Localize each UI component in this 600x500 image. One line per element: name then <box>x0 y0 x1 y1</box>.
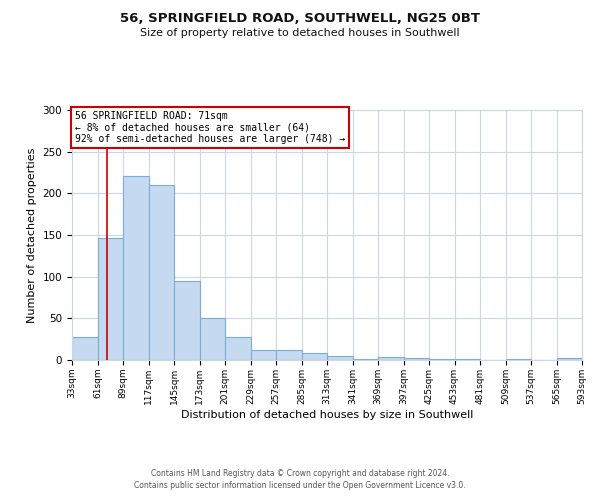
Bar <box>404 358 429 360</box>
Text: 56, SPRINGFIELD ROAD, SOUTHWELL, NG25 0BT: 56, SPRINGFIELD ROAD, SOUTHWELL, NG25 0B… <box>120 12 480 26</box>
Text: Size of property relative to detached houses in Southwell: Size of property relative to detached ho… <box>140 28 460 38</box>
Bar <box>378 356 404 360</box>
Text: Contains HM Land Registry data © Crown copyright and database right 2024.: Contains HM Land Registry data © Crown c… <box>151 468 449 477</box>
X-axis label: Distribution of detached houses by size in Southwell: Distribution of detached houses by size … <box>181 410 473 420</box>
Bar <box>251 350 276 360</box>
Bar <box>123 176 149 360</box>
Text: Contains public sector information licensed under the Open Government Licence v3: Contains public sector information licen… <box>134 481 466 490</box>
Bar <box>429 359 455 360</box>
Bar <box>302 354 327 360</box>
Bar <box>353 359 378 360</box>
Bar <box>455 359 480 360</box>
Text: 56 SPRINGFIELD ROAD: 71sqm
← 8% of detached houses are smaller (64)
92% of semi-: 56 SPRINGFIELD ROAD: 71sqm ← 8% of detac… <box>74 112 345 144</box>
Bar <box>505 359 531 360</box>
Bar <box>276 350 302 360</box>
Bar <box>149 185 174 360</box>
Bar <box>327 356 353 360</box>
Y-axis label: Number of detached properties: Number of detached properties <box>27 148 37 322</box>
Bar <box>97 238 123 360</box>
Bar <box>199 318 225 360</box>
Bar <box>174 281 199 360</box>
Bar <box>72 336 97 360</box>
Bar <box>225 336 251 360</box>
Bar <box>557 358 582 360</box>
